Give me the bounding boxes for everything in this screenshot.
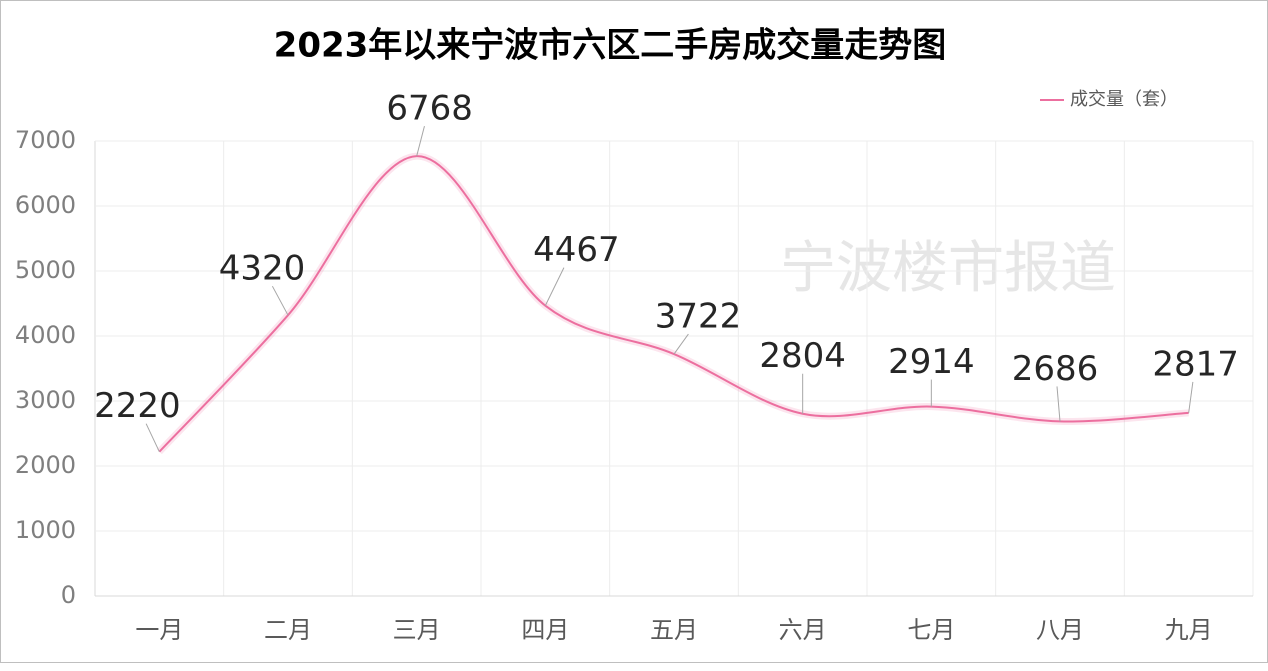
leader-line	[1188, 381, 1194, 413]
leader-line	[145, 423, 160, 452]
data-label: 4320	[219, 249, 306, 289]
y-tick-label: 6000	[15, 191, 76, 219]
data-label: 2220	[94, 386, 181, 426]
leader-line	[271, 285, 289, 316]
data-label: 3722	[655, 297, 742, 337]
data-label: 2804	[759, 336, 846, 376]
legend-label: 成交量（套）	[1070, 89, 1178, 110]
x-tick-label: 九月	[1165, 616, 1213, 644]
y-tick-label: 7000	[15, 126, 76, 154]
chart-title: 2023年以来宁波市六区二手房成交量走势图	[274, 26, 947, 66]
x-tick-label: 六月	[779, 616, 827, 644]
leader-line	[416, 125, 425, 157]
watermark: 宁波楼市报道	[780, 236, 1116, 301]
data-label: 4467	[533, 230, 620, 270]
x-tick-label: 七月	[907, 616, 955, 644]
x-tick-label: 一月	[135, 616, 183, 644]
y-tick-label: 5000	[15, 256, 76, 284]
leader-line	[544, 267, 565, 306]
y-tick-label: 0	[61, 581, 76, 609]
x-tick-label: 八月	[1036, 616, 1084, 644]
x-tick-label: 四月	[521, 616, 569, 644]
y-tick-label: 2000	[15, 451, 76, 479]
data-label: 2817	[1152, 344, 1239, 384]
leader-line	[673, 333, 689, 355]
y-tick-label: 4000	[15, 321, 76, 349]
data-label: 6768	[386, 89, 473, 129]
data-label: 2914	[888, 342, 975, 382]
y-tick-label: 3000	[15, 386, 76, 414]
x-tick-label: 五月	[650, 616, 698, 644]
line	[158, 155, 1189, 453]
x-tick-label: 二月	[264, 616, 312, 644]
leader-line	[1056, 386, 1061, 422]
y-tick-label: 1000	[15, 516, 76, 544]
data-label: 2686	[1012, 349, 1099, 389]
x-tick-label: 三月	[393, 616, 441, 644]
